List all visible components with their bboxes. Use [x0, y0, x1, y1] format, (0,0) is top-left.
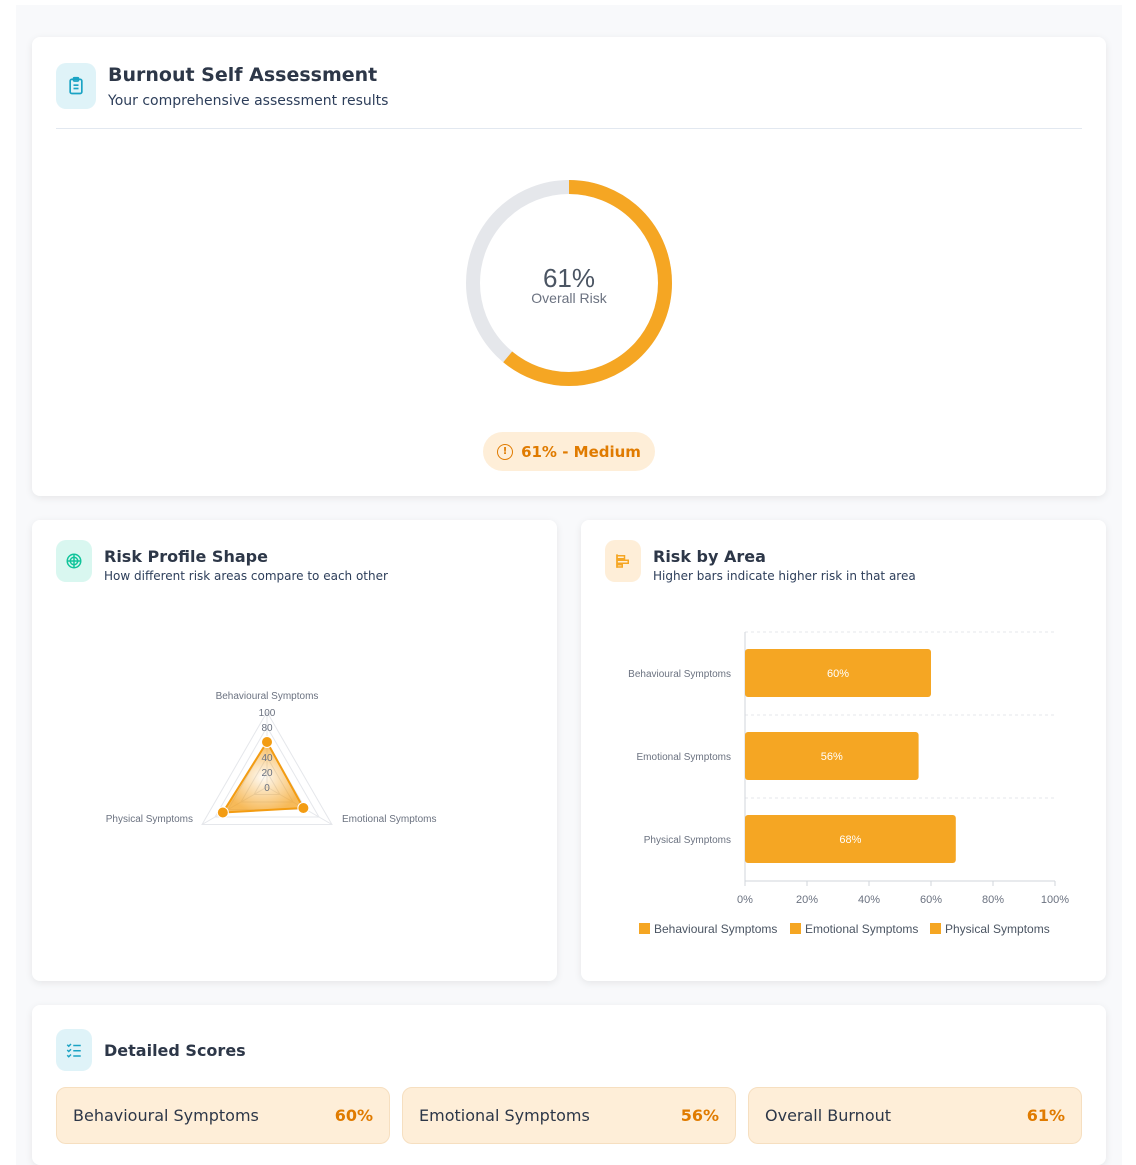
score-card: Overall Burnout 61%	[748, 1087, 1082, 1144]
legend-swatch	[790, 923, 801, 934]
page-subtitle: Your comprehensive assessment results	[108, 93, 389, 109]
assessment-summary-card: Burnout Self Assessment Your comprehensi…	[32, 37, 1106, 496]
bar-category-label: Emotional Symptoms	[637, 752, 731, 763]
bar-data-label: 60%	[827, 668, 849, 680]
legend-swatch	[639, 923, 650, 934]
radar-area	[220, 740, 306, 814]
bar-chart-subtitle: Higher bars indicate higher risk in that…	[653, 569, 916, 583]
radar-axis-label: Physical Symptoms	[106, 814, 193, 825]
score-label: Behavioural Symptoms	[73, 1106, 259, 1125]
x-tick-label: 60%	[920, 894, 942, 906]
score-value: 61%	[1026, 1106, 1065, 1125]
radar-grid-ring	[214, 725, 320, 818]
radar-point	[261, 736, 273, 748]
bar-chart-icon	[605, 540, 641, 582]
score-card: Emotional Symptoms 56%	[402, 1087, 736, 1144]
radar-tick-label: 20	[261, 768, 273, 779]
legend-label: Physical Symptoms	[945, 922, 1050, 936]
score-value: 56%	[680, 1106, 719, 1125]
radar-tick-label: 0	[264, 783, 270, 794]
bar	[745, 649, 931, 697]
x-tick-label: 80%	[982, 894, 1004, 906]
bar	[745, 732, 919, 780]
radar-tick-label: 80	[261, 723, 273, 734]
radar-axis-label: Behavioural Symptoms	[216, 691, 319, 702]
legend-label: Behavioural Symptoms	[654, 922, 777, 936]
score-label: Overall Burnout	[765, 1106, 892, 1125]
score-value: 60%	[334, 1106, 373, 1125]
detailed-scores-title: Detailed Scores	[104, 1041, 246, 1060]
x-tick-label: 20%	[796, 894, 818, 906]
bar-data-label: 56%	[821, 751, 843, 763]
bar-category-label: Physical Symptoms	[644, 835, 731, 846]
radar-subtitle: How different risk areas compare to each…	[104, 569, 388, 583]
target-icon	[56, 540, 92, 582]
page-title: Burnout Self Assessment	[108, 64, 378, 86]
divider	[56, 128, 1082, 129]
radar-tick-label: 100	[259, 708, 276, 719]
alert-circle-icon: !	[497, 443, 514, 460]
radar-chart: 020406080100Behavioural SymptomsEmotiona…	[106, 691, 436, 825]
x-tick-label: 40%	[858, 894, 880, 906]
checklist-icon	[56, 1029, 92, 1071]
bar-chart: 60% Behavioural Symptoms 56% Emotional Symp…	[628, 631, 1069, 936]
overall-risk-value: 61%	[542, 263, 596, 293]
legend-label: Emotional Symptoms	[805, 922, 918, 936]
radar-axis-label: Emotional Symptoms	[342, 814, 436, 825]
score-card: Behavioural Symptoms 60%	[56, 1087, 390, 1144]
x-tick-label: 100%	[1041, 894, 1069, 906]
radar-point	[216, 806, 229, 819]
risk-by-area-card: Risk by Area Higher bars indicate higher…	[581, 520, 1106, 981]
radar-grid-ring	[201, 710, 333, 825]
bar-chart-title: Risk by Area	[653, 547, 766, 566]
radar-tick-label: 40	[261, 753, 273, 764]
bar-category-label: Behavioural Symptoms	[628, 669, 731, 680]
radar-point	[297, 802, 310, 814]
x-tick-label: 0%	[737, 894, 753, 906]
radar-title: Risk Profile Shape	[104, 547, 268, 566]
legend-swatch	[930, 923, 941, 934]
clipboard-icon	[56, 63, 96, 109]
risk-level-text: 61% - Medium	[521, 442, 641, 461]
bar-data-label: 68%	[839, 834, 861, 846]
gauge-fill	[466, 180, 672, 386]
risk-profile-card: Risk Profile Shape How different risk ar…	[32, 520, 557, 981]
bar	[745, 815, 956, 863]
overall-risk-caption: Overall Risk	[531, 290, 607, 306]
risk-level-badge: ! 61% - Medium	[483, 432, 655, 471]
score-label: Emotional Symptoms	[419, 1106, 590, 1125]
overall-risk-gauge	[466, 180, 672, 386]
